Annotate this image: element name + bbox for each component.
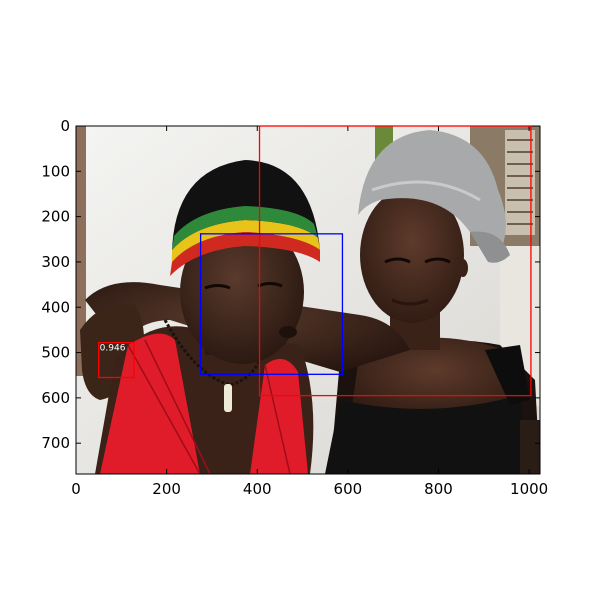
detection-box xyxy=(199,233,344,375)
x-tick-label: 400 xyxy=(243,480,272,498)
x-tick-label: 0 xyxy=(71,480,81,498)
y-tick-label: 0 xyxy=(60,117,70,135)
y-tick-label: 400 xyxy=(41,298,70,316)
x-axis: 0 200 400 600 800 1000 xyxy=(71,126,548,498)
y-tick-label: 700 xyxy=(41,434,70,452)
photo xyxy=(76,126,540,474)
y-tick-label: 100 xyxy=(41,162,70,180)
y-axis: 0 100 200 300 400 500 600 700 xyxy=(41,117,540,452)
x-tick-label: 800 xyxy=(424,480,453,498)
x-tick-label: 600 xyxy=(334,480,363,498)
detection-boxes: 0.946 xyxy=(98,125,532,397)
x-tick-label: 1000 xyxy=(510,480,548,498)
x-tick-label: 200 xyxy=(152,480,181,498)
y-tick-label: 200 xyxy=(41,208,70,226)
detection-box xyxy=(258,125,532,397)
detection-box xyxy=(98,341,135,379)
y-tick-label: 300 xyxy=(41,253,70,271)
y-tick-label: 500 xyxy=(41,344,70,362)
y-tick-label: 600 xyxy=(41,389,70,407)
detection-score: 0.946 xyxy=(100,344,126,354)
